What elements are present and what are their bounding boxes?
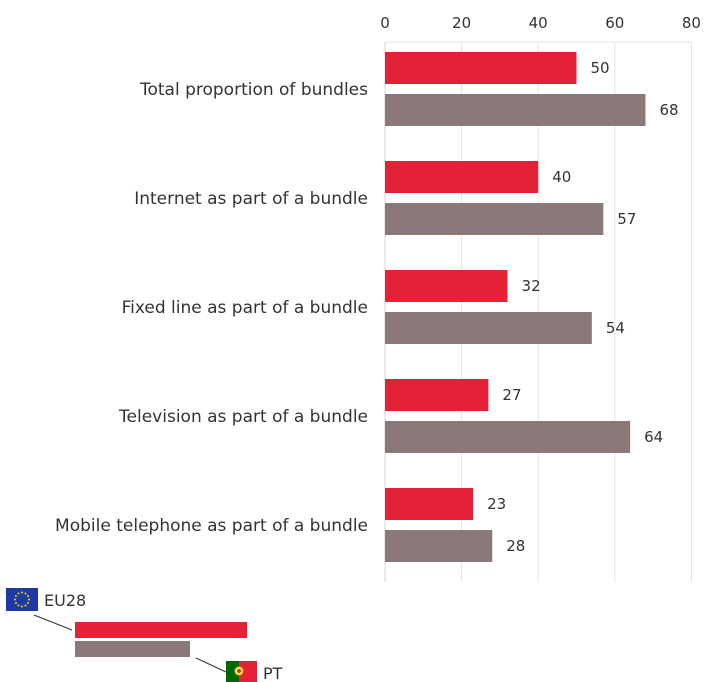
bar-eu28-3 (385, 379, 489, 411)
eu-flag-star (14, 598, 16, 601)
eu-flag-star (17, 592, 20, 595)
bar-eu28-2 (385, 270, 508, 302)
bars (385, 52, 646, 562)
value-label-pt-1: 57 (617, 210, 636, 228)
legend-swatch-pt (75, 641, 190, 657)
eu-flag-star (14, 595, 17, 597)
bar-eu28-0 (385, 52, 577, 84)
value-label-eu28-0: 50 (591, 59, 610, 77)
bar-pt-0 (385, 94, 646, 126)
value-label-pt-3: 64 (644, 428, 663, 446)
x-tick-label-80: 80 (682, 14, 701, 32)
value-labels: 50 68 40 57 32 54 27 64 23 28 (487, 59, 678, 555)
bar-pt-1 (385, 203, 604, 235)
bar-pt-3 (385, 421, 631, 453)
value-label-pt-4: 28 (506, 537, 525, 555)
legend-swatch-eu28 (75, 622, 247, 638)
eu-flag-star (14, 602, 17, 604)
legend-connector-eu28 (33, 614, 73, 631)
bar-pt-4 (385, 530, 493, 562)
eu-flag-star (21, 591, 23, 594)
bar-eu28-1 (385, 161, 539, 193)
bar-pt-2 (385, 312, 592, 344)
category-label-4: Mobile telephone as part of a bundle (55, 516, 368, 536)
x-tick-label-60: 60 (605, 14, 624, 32)
value-label-eu28-1: 40 (552, 168, 571, 186)
legend: EU28 PT (6, 588, 283, 682)
portugal-flag-icon (226, 661, 257, 682)
category-label-0: Total proportion of bundles (139, 80, 368, 100)
legend-connector-pt (195, 657, 227, 673)
eu-flag-star (21, 605, 23, 608)
legend-label-pt: PT (263, 664, 283, 682)
category-label-3: Television as part of a bundle (118, 407, 368, 427)
legend-label-eu28: EU28 (44, 591, 86, 610)
value-label-pt-2: 54 (606, 319, 625, 337)
eu-flag-icon (6, 588, 38, 611)
eu-flag-star (28, 598, 30, 601)
x-tick-label-40: 40 (529, 14, 548, 32)
value-label-eu28-2: 32 (522, 277, 541, 295)
x-axis-ticks: 0 20 40 60 80 (380, 14, 701, 32)
eu-flag-star (27, 595, 30, 597)
value-label-eu28-4: 23 (487, 495, 506, 513)
category-labels: Total proportion of bundles Internet as p… (55, 80, 368, 536)
x-tick-label-20: 20 (452, 14, 471, 32)
bar-eu28-4 (385, 488, 474, 520)
category-label-1: Internet as part of a bundle (134, 189, 368, 209)
value-label-eu28-3: 27 (502, 386, 521, 404)
eu-flag-star (24, 604, 27, 607)
eu-flag-star (17, 604, 20, 607)
eu-flag-star (27, 602, 30, 604)
x-tick-label-0: 0 (380, 14, 390, 32)
eu-flag-star (24, 592, 27, 595)
category-label-2: Fixed line as part of a bundle (122, 298, 368, 318)
value-label-pt-0: 68 (659, 101, 678, 119)
